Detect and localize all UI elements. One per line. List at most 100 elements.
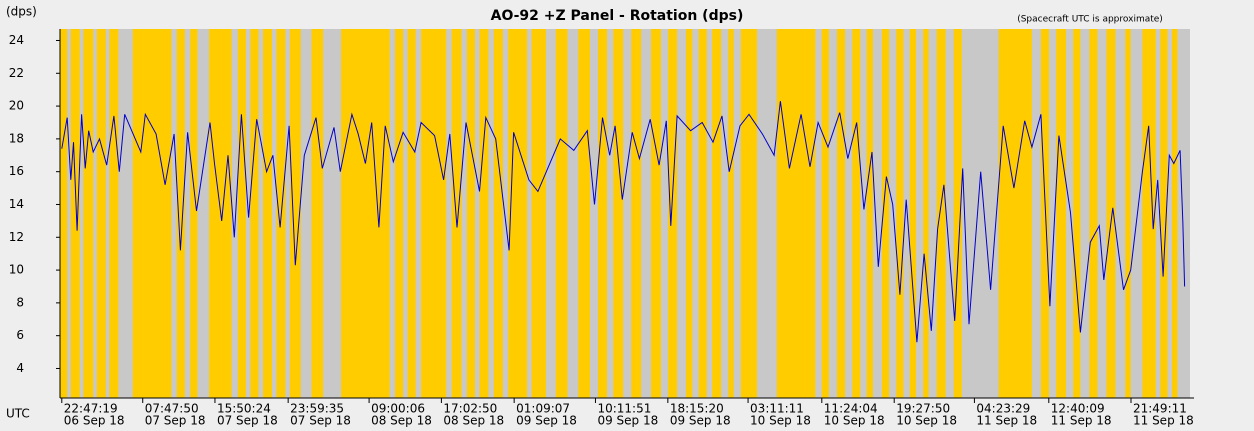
band: [631, 29, 642, 398]
band: [493, 29, 503, 398]
y-tick-label: 10: [9, 263, 24, 277]
x-tick-label: 09:00:06: [371, 402, 425, 416]
y-tick-label: 6: [16, 328, 24, 342]
band: [866, 29, 873, 398]
band: [311, 29, 324, 398]
band: [936, 29, 946, 398]
band: [1089, 29, 1098, 398]
band: [407, 29, 416, 398]
x-tick-label: 07:47:50: [145, 402, 199, 416]
y-axis-label: (dps): [6, 5, 37, 19]
band: [1142, 29, 1156, 398]
band: [70, 29, 80, 398]
x-tick-label: 15:50:24: [217, 402, 271, 416]
band: [651, 29, 661, 398]
note: (Spacecraft UTC is approximate): [1017, 15, 1163, 25]
band: [852, 29, 861, 398]
band: [698, 29, 707, 398]
band: [96, 29, 106, 398]
y-tick-label: 20: [9, 99, 24, 113]
band: [821, 29, 829, 398]
band: [395, 29, 404, 398]
x-tick-label: 18:15:20: [670, 402, 724, 416]
band: [668, 29, 678, 398]
band: [132, 29, 172, 398]
x-tick-label: 10:11:51: [597, 402, 651, 416]
x-tick-label: 03:11:11: [750, 402, 804, 416]
x-tick-date: 09 Sep 18: [516, 414, 577, 428]
x-tick-label: 11:24:04: [824, 402, 878, 416]
band: [531, 29, 546, 398]
band: [1106, 29, 1116, 398]
band: [896, 29, 904, 398]
band: [466, 29, 475, 398]
band: [176, 29, 185, 398]
y-tick-label: 18: [9, 131, 24, 145]
x-tick-date: 08 Sep 18: [371, 414, 432, 428]
x-tick-date: 11 Sep 18: [976, 414, 1037, 428]
x-tick-label: 19:27:50: [896, 402, 950, 416]
chart-title: AO-92 +Z Panel - Rotation (dps): [491, 8, 744, 24]
y-tick-label: 16: [9, 164, 24, 178]
band: [237, 29, 246, 398]
band: [1056, 29, 1067, 398]
x-tick-date: 07 Sep 18: [217, 414, 278, 428]
band: [1040, 29, 1049, 398]
x-tick-date: 08 Sep 18: [443, 414, 504, 428]
band: [578, 29, 590, 398]
band: [250, 29, 259, 398]
x-tick-date: 07 Sep 18: [145, 414, 206, 428]
x-tick-date: 10 Sep 18: [824, 414, 885, 428]
y-tick-label: 14: [9, 197, 24, 211]
x-tick-label: 22:47:19: [64, 402, 118, 416]
band: [341, 29, 390, 398]
band: [909, 29, 917, 398]
y-tick-label: 8: [16, 295, 24, 309]
band: [263, 29, 272, 398]
band: [923, 29, 929, 398]
x-tick-date: 11 Sep 18: [1051, 414, 1112, 428]
x-tick-label: 12:40:09: [1051, 402, 1105, 416]
x-tick-label: 01:09:07: [516, 402, 570, 416]
band: [555, 29, 568, 398]
band: [479, 29, 489, 398]
band: [613, 29, 624, 398]
y-tick-label: 12: [9, 230, 24, 244]
band: [881, 29, 890, 398]
band: [1125, 29, 1131, 398]
x-tick-date: 09 Sep 18: [597, 414, 658, 428]
band: [1073, 29, 1081, 398]
y-tick-label: 24: [9, 33, 24, 47]
band: [1172, 29, 1178, 398]
band: [598, 29, 608, 398]
x-axis-label: UTC: [6, 407, 30, 421]
x-tick-label: 17:02:50: [443, 402, 497, 416]
band: [60, 29, 68, 398]
x-tick-date: 06 Sep 18: [64, 414, 125, 428]
band: [109, 29, 119, 398]
band: [776, 29, 816, 398]
band: [1160, 29, 1168, 398]
y-tick-label: 4: [16, 361, 24, 375]
y-tick-label: 22: [9, 66, 24, 80]
plot-area: [60, 29, 1190, 398]
band: [508, 29, 528, 398]
band: [712, 29, 722, 398]
band: [836, 29, 846, 398]
band: [740, 29, 758, 398]
x-tick-label: 04:23:29: [976, 402, 1030, 416]
band: [83, 29, 94, 398]
band: [953, 29, 962, 398]
band: [190, 29, 198, 398]
x-tick-date: 10 Sep 18: [896, 414, 957, 428]
data-line: [61, 101, 1186, 343]
band: [686, 29, 693, 398]
band: [998, 29, 1032, 398]
x-tick-date: 11 Sep 18: [1133, 414, 1194, 428]
x-tick-date: 10 Sep 18: [750, 414, 811, 428]
band: [451, 29, 462, 398]
band: [728, 29, 734, 398]
band: [289, 29, 301, 398]
